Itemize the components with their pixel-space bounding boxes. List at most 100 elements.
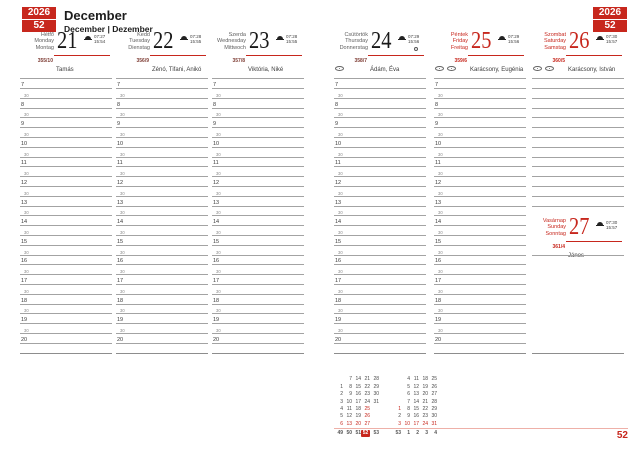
half-hour-label: 30 <box>216 131 221 137</box>
time-row-12: 12 <box>334 177 426 187</box>
sunset-icon <box>498 35 506 40</box>
ruled-line <box>434 69 526 80</box>
sunrise-sunset: 07:29 15:56 <box>498 34 519 44</box>
time-row-8: 8 <box>334 99 426 109</box>
time-row-10: 10 <box>212 138 304 148</box>
mini-cal-january-day: 28 <box>431 398 437 405</box>
half-hour-label: 30 <box>216 327 221 333</box>
mini-cal-january-day: 1 <box>398 405 401 412</box>
mini-cal-december-day: 8 <box>349 383 352 390</box>
mini-cal-january-day: 11 <box>413 376 419 383</box>
half-hour-label: 30 <box>438 112 443 118</box>
sunset-icon <box>596 221 604 226</box>
time-row-7: 7 <box>116 79 208 89</box>
half-hour-row: 30 <box>20 246 112 256</box>
name-day: Viktória, Niké <box>248 67 284 73</box>
half-hour-label: 30 <box>216 288 221 294</box>
weekday-labels: Kedd Tuesday Dienstag <box>116 32 150 51</box>
day-column-26-27: Szombat Saturday Samstag 26 07:30 15:57 360/5K… <box>532 28 624 360</box>
hour-label: 9 <box>213 121 217 128</box>
half-hour-row: 30 <box>20 167 112 178</box>
weekday-en: Wednesday <box>217 38 246 45</box>
sun-times: 07:29 15:56 <box>408 34 419 44</box>
half-hour-row: 30 <box>334 285 426 295</box>
hour-label: 15 <box>21 238 28 245</box>
half-hour-label: 30 <box>120 229 125 235</box>
time-row-17: 17 <box>20 275 112 285</box>
mini-cal-december-day: 13 <box>346 420 352 427</box>
sunrise-time: 07:28 <box>286 34 298 39</box>
hour-label: 17 <box>213 277 220 284</box>
weekday-de: Dienstag <box>128 44 150 51</box>
ruled-line <box>532 89 624 99</box>
half-hour-label: 30 <box>338 131 343 137</box>
ruled-line <box>532 99 624 109</box>
weekday-de: Sonntag <box>545 230 567 237</box>
weekday-labels: Szombat Saturday Samstag <box>532 32 566 51</box>
name-day: Karácsony, István <box>568 67 616 73</box>
time-row-18: 18 <box>434 295 526 305</box>
hour-label: 10 <box>21 140 28 147</box>
half-hour-row: 30 <box>212 265 304 276</box>
half-hour-label: 30 <box>120 151 125 157</box>
sunset-icon <box>276 35 284 40</box>
ruled-line <box>532 128 624 138</box>
closing-line <box>212 344 304 354</box>
weekday-de: Donnerstag <box>339 44 368 51</box>
day-header-26: Szombat Saturday Samstag 26 07:30 15:57 360/5K… <box>532 28 624 74</box>
mini-cal-january-day: 10 <box>404 420 410 427</box>
half-hour-label: 30 <box>438 92 443 98</box>
hour-label: 8 <box>117 101 121 108</box>
page-number: 52 <box>616 430 628 441</box>
half-hour-row: 30 <box>334 109 426 119</box>
week-strip-number: 49 <box>337 430 343 436</box>
weekday-labels: Szerda Wednesday Mittwoch <box>212 32 246 51</box>
weekday-de: Mittwoch <box>224 44 246 51</box>
day-of-year: 357/8 <box>232 58 245 64</box>
half-hour-row: 30 <box>20 226 112 236</box>
half-hour-row: 30 <box>212 109 304 119</box>
sun-times: 07:28 15:55 <box>190 34 201 44</box>
half-hour-label: 30 <box>338 151 343 157</box>
weekday-en: Friday <box>452 38 468 45</box>
hour-label: 14 <box>117 219 124 226</box>
day-column-21: Hétfő Monday Montag 21 07:27 15:54 355/10Tamás… <box>20 28 112 360</box>
day-header-22: Kedd Tuesday Dienstag 22 07:28 15:55 356/9Zénó… <box>116 28 208 74</box>
weekday-hu: Vasárnap <box>542 218 566 224</box>
half-hour-row: 30 <box>334 207 426 217</box>
sunset-icon <box>180 35 188 40</box>
hour-label: 20 <box>213 336 220 343</box>
half-hour-label: 30 <box>338 190 343 196</box>
half-hour-row: 30 <box>116 324 208 334</box>
half-hour-label: 30 <box>216 112 221 118</box>
hour-label: 10 <box>335 140 342 147</box>
hour-label: 17 <box>21 277 28 284</box>
half-hour-row: 30 <box>116 148 208 158</box>
hour-label: 11 <box>213 160 219 167</box>
time-row-8: 8 <box>20 99 112 109</box>
half-hour-label: 30 <box>24 171 29 177</box>
ruled-line <box>532 187 624 197</box>
weekday-en: Sunday <box>547 224 566 231</box>
time-row-18: 18 <box>334 295 426 305</box>
half-hour-row: 30 <box>20 305 112 315</box>
time-row-16: 16 <box>212 256 304 266</box>
ruled-line <box>116 69 208 80</box>
half-hour-row: 30 <box>116 207 208 217</box>
hour-label: 9 <box>435 121 439 128</box>
closing-line <box>334 344 426 354</box>
mini-cal-january-day: 24 <box>422 420 428 427</box>
hour-label: 15 <box>213 238 220 245</box>
hour-label: 19 <box>213 317 220 324</box>
month-subtitle: December | Dezember <box>64 24 153 34</box>
weekday-hu: Hétfő <box>40 32 54 38</box>
weekday-en: Tuesday <box>129 38 150 45</box>
time-row-20: 20 <box>212 334 304 344</box>
day-underline <box>246 55 302 56</box>
half-hour-label: 30 <box>338 112 343 118</box>
mini-cal-january-day: 2 <box>398 413 401 420</box>
weekday-hu: Szerda <box>228 32 246 38</box>
time-row-9: 9 <box>434 118 526 129</box>
day-header-25: Péntek Friday Freitag 25 07:29 15:56 359/6Kará… <box>434 28 526 74</box>
half-hour-row: 30 <box>212 187 304 197</box>
